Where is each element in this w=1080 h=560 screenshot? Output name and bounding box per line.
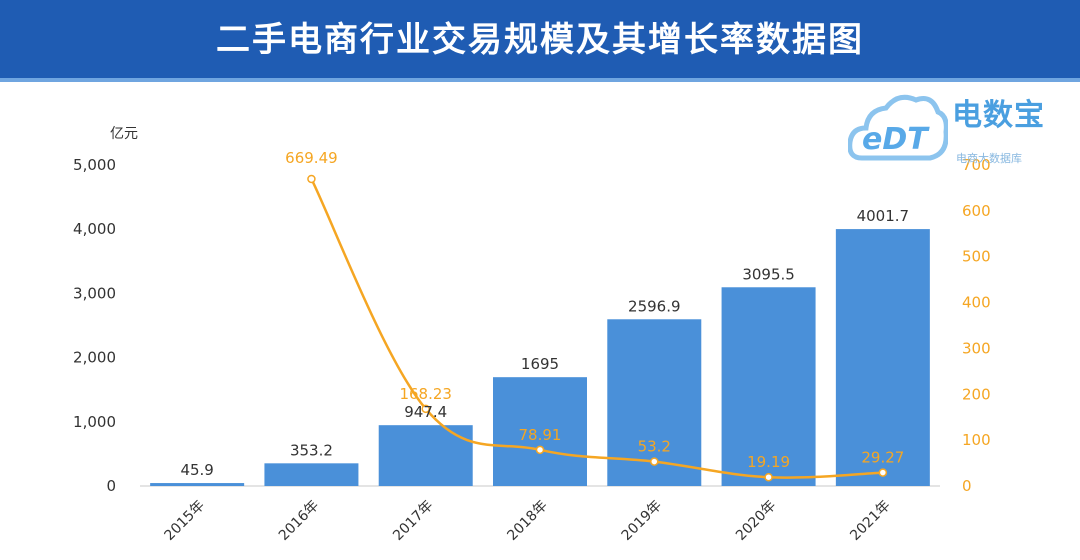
bar-value-label: 3095.5 (742, 265, 795, 283)
right-tick-label: 700 (962, 156, 991, 174)
x-tick-label: 2018年 (504, 498, 550, 544)
bar (721, 287, 816, 486)
right-tick-label: 300 (962, 339, 991, 357)
bar (493, 377, 587, 486)
chart-area: 亿元 0 1,000 2,000 3,000 4,000 5,000 0 100 200 300 40… (0, 82, 1080, 556)
bar-value-label: 1695 (521, 355, 559, 373)
title-banner: 二手电商行业交易规模及其增长率数据图 (0, 0, 1080, 82)
x-tick-label: 2020年 (733, 498, 779, 544)
combo-chart: 亿元 0 1,000 2,000 3,000 4,000 5,000 0 100 200 300 40… (73, 126, 991, 544)
x-tick-label: 2017年 (390, 498, 436, 544)
right-tick-label: 0 (962, 477, 972, 495)
line-value-label: 53.2 (638, 438, 671, 456)
bar (835, 229, 930, 486)
chart-title: 二手电商行业交易规模及其增长率数据图 (216, 20, 864, 60)
right-tick-label: 200 (962, 385, 991, 403)
bar-value-label: 4001.7 (857, 207, 910, 225)
left-tick-label: 3,000 (73, 284, 116, 302)
left-tick-label: 1,000 (73, 413, 116, 431)
right-tick-label: 400 (962, 294, 991, 312)
x-tick-label: 2016年 (276, 498, 322, 544)
bar-value-label: 45.9 (180, 461, 213, 479)
y-unit-label: 亿元 (110, 126, 138, 142)
left-tick-label: 5,000 (73, 156, 116, 174)
x-tick-label: 2021年 (847, 498, 893, 544)
line-value-label: 29.27 (861, 449, 904, 467)
bar (150, 483, 245, 486)
growth-rate-point (421, 404, 430, 414)
watermark-logo: eDT 电数宝 电商大数据库 (848, 88, 1078, 178)
right-tick-label: 500 (962, 248, 991, 266)
line-value-label: 19.19 (747, 453, 790, 471)
bar-value-label: 947.4 (404, 403, 447, 421)
logo-name: 电数宝 (952, 98, 1045, 133)
right-tick-label: 100 (962, 431, 991, 449)
left-tick-label: 0 (106, 477, 116, 495)
bar-value-label: 353.2 (290, 441, 333, 459)
bar (264, 463, 359, 486)
growth-rate-point (878, 468, 888, 477)
bar-value-label: 2596.9 (628, 297, 681, 315)
growth-rate-point (307, 174, 316, 184)
growth-rate-point (650, 457, 659, 466)
x-tick-label: 2019年 (619, 498, 665, 544)
left-tick-label: 4,000 (73, 220, 116, 238)
line-value-label: 168.23 (399, 385, 452, 403)
growth-rate-point (764, 472, 773, 482)
cloud-icon (848, 94, 948, 161)
line-value-label: 669.49 (285, 149, 338, 167)
x-tick-label: 2015年 (162, 498, 208, 544)
line-value-label: 78.91 (519, 426, 562, 444)
left-tick-label: 2,000 (73, 349, 116, 367)
logo-subtitle: 电商大数据库 (956, 152, 1022, 165)
logo-mark: eDT (862, 122, 928, 157)
growth-rate-point (535, 445, 545, 455)
right-tick-label: 600 (962, 202, 991, 220)
bar (378, 425, 473, 486)
